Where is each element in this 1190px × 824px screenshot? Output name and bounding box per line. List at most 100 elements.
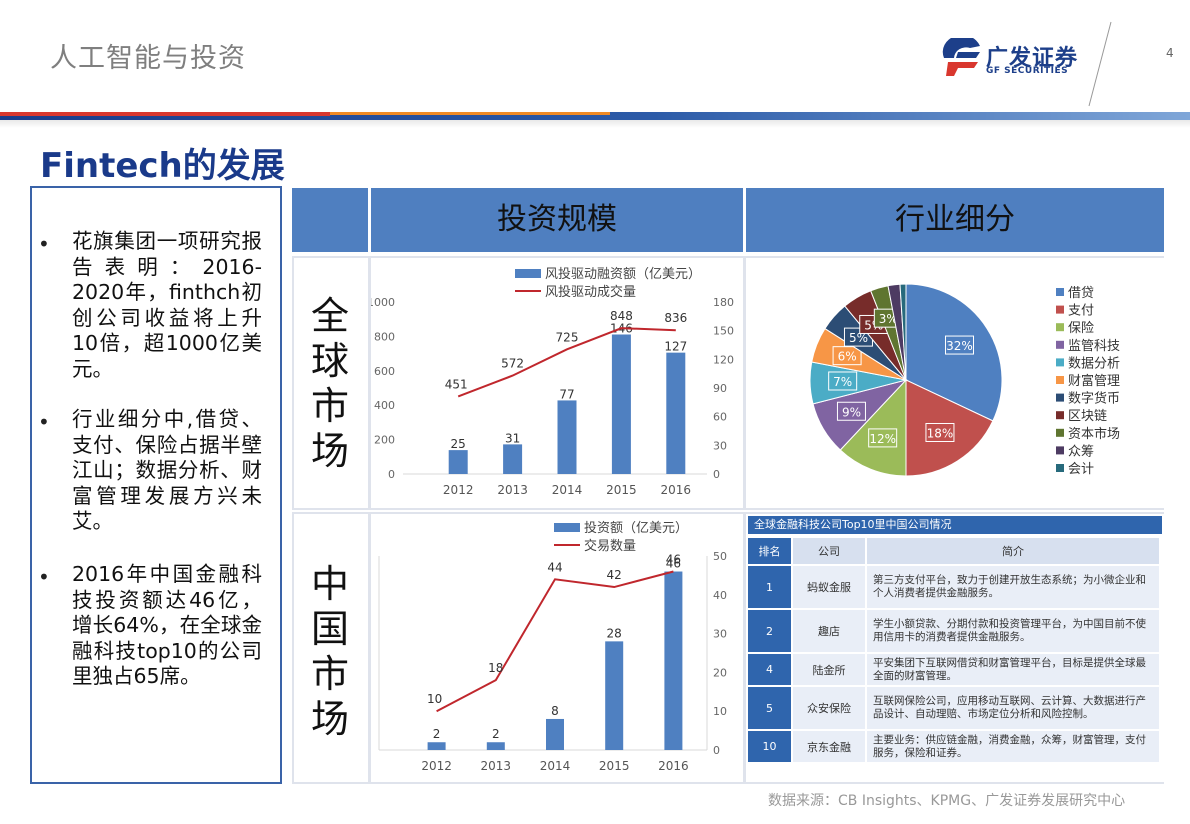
x-tick-label: 2013: [497, 483, 528, 497]
top10-table-wrap: 排名 公司 简介 1 蚂蚁金服 第三方支付平台，致力于创建开放生态系统；为小微企业和…: [746, 536, 1161, 764]
y-left-tick-label: 400: [374, 399, 395, 412]
y-right-tick-label: 40: [713, 589, 727, 602]
legend-label: 数据分析: [1068, 356, 1120, 371]
row-label-global-text: 全球市场: [310, 294, 349, 473]
legend-swatch: [1056, 305, 1064, 314]
y-right-tick-label: 50: [713, 550, 727, 563]
y-right-tick-label: 150: [713, 325, 734, 338]
corner-cell: [292, 188, 368, 252]
bar-value-label: 25: [451, 437, 466, 451]
legend-label: 投资额（亿美元）: [584, 520, 688, 536]
desc-cell: 平安集团下互联网借贷和财富管理平台，目标是提供全球最全面的财富管理。: [867, 654, 1159, 685]
legend-swatch: [1056, 340, 1064, 349]
legend-bar-swatch: [554, 523, 580, 532]
bar: [611, 334, 631, 474]
pie-slice-label: 18%: [927, 426, 954, 440]
bar-value-label: 8: [551, 704, 559, 718]
pie-slice-label: 9%: [842, 405, 861, 419]
x-tick-label: 2016: [661, 483, 692, 497]
bar: [546, 718, 564, 750]
desc-cell: 主要业务：供应链金融，消费金融，众筹，财富管理，支付服务，保险和证券。: [867, 731, 1159, 762]
line-value-label: 10: [427, 692, 442, 706]
china-row-label-box: [294, 514, 368, 782]
top10-title: 全球金融科技公司Top10里中国公司情况: [748, 516, 1162, 534]
line-value-label: 44: [547, 560, 562, 574]
row-label-china: 中国市场: [300, 562, 360, 742]
pie-slice-label: 5%: [849, 331, 868, 345]
line-value-label: 836: [664, 311, 687, 325]
y-right-tick-label: 30: [713, 439, 727, 452]
bar: [664, 571, 683, 750]
rank-cell: 5: [748, 687, 791, 729]
legend-label: 会计: [1068, 462, 1094, 477]
pie-slice: [839, 378, 907, 477]
pie-slice-label: 12%: [869, 432, 896, 446]
page-number: 4: [1166, 46, 1174, 60]
x-tick-label: 2012: [421, 759, 452, 773]
company-cell: 京东金融: [793, 731, 865, 762]
rank-cell: 10: [748, 731, 791, 762]
company-cell: 蚂蚁金服: [793, 566, 865, 608]
legend-swatch: [1056, 428, 1064, 437]
table-row: 4 陆金所 平安集团下互联网借贷和财富管理平台，目标是提供全球最全面的财富管理。: [748, 654, 1159, 685]
bar: [427, 742, 446, 750]
bullet-marker: •: [38, 232, 50, 256]
y-right-tick-label: 120: [713, 353, 734, 366]
legend-label: 区块链: [1068, 409, 1107, 424]
pie-label-box: [832, 346, 862, 366]
bullet-text-3: 2016年中国金融科技投资额达46亿，增长64%，在全球金融科技top10的公司…: [72, 562, 262, 688]
pie-slice-label: 6%: [838, 350, 857, 364]
legend-label: 众筹: [1068, 443, 1094, 459]
pie-label-box: [944, 335, 974, 355]
table-row: 2 趣店 学生小额贷款、分期付款和投资管理平台，为中国目前不使用信用卡的消费者提供金…: [748, 610, 1159, 652]
x-tick-label: 2015: [606, 483, 637, 497]
header-band: [0, 112, 1190, 120]
x-tick-label: 2014: [552, 483, 583, 497]
y-right-tick-label: 60: [713, 411, 727, 424]
legend-label: 风投驱动融资额（亿美元）: [545, 266, 701, 282]
desc-cell: 第三方支付平台，致力于创建开放生态系统；为小微企业和个人消费者提供金融服务。: [867, 566, 1159, 608]
rank-cell: 4: [748, 654, 791, 685]
row-label-china-text: 中国市场: [310, 562, 349, 741]
table-header-cell: 排名: [748, 538, 791, 564]
industry-pie-box: 32% 18% 12% 9% 7% 6% 5% 5% 3% 借贷 支付 保险 监管科技 数据分析 财富管理数…: [746, 258, 1164, 508]
rank-cell: 1: [748, 566, 791, 608]
legend-label: 借贷: [1068, 286, 1094, 301]
table-header-cell: 公司: [793, 538, 865, 564]
y-left-tick-label: 0: [388, 468, 395, 481]
x-tick-label: 2015: [599, 759, 630, 773]
row-label-global: 全球市场: [300, 294, 360, 474]
legend-swatch: [1056, 323, 1064, 332]
y-right-tick-label: 90: [713, 382, 727, 395]
header-band-orange: [330, 112, 610, 115]
table-header-cell: 简介: [867, 538, 1159, 564]
legend-label: 财富管理: [1068, 373, 1120, 389]
header-band-red: [0, 112, 330, 116]
legend-swatch: [1056, 464, 1064, 472]
bullet-text-2: 行业细分中,借贷、支付、保险占据半壁江山；数据分析、财富管理发展方兴未艾。: [72, 407, 262, 533]
table-row: 10 京东金融 主要业务：供应链金融，消费金融，众筹，财富管理，支付服务，保险和证券…: [748, 731, 1159, 762]
y-left-tick-label: 800: [374, 330, 395, 343]
desc-cell: 学生小额贷款、分期付款和投资管理平台，为中国目前不使用信用卡的消费者提供金融服务…: [867, 610, 1159, 652]
y-right-tick-label: 30: [713, 628, 727, 641]
x-tick-label: 2016: [658, 759, 689, 773]
legend-label: 保险: [1068, 321, 1094, 336]
bar: [486, 742, 505, 750]
x-tick-label: 2014: [540, 759, 571, 773]
bar: [448, 450, 468, 474]
pie-slice: [899, 283, 907, 381]
company-cell: 陆金所: [793, 654, 865, 685]
bar-value-label: 127: [664, 340, 687, 354]
logo-slash-divider: [1088, 21, 1112, 107]
desc-cell: 互联网保险公司，应用移动互联网、云计算、大数据进行产品设计、自动理赔、市场定位分…: [867, 687, 1159, 729]
china-invest-chart-box: 0102030405001020304050220122201382014282…: [357, 514, 743, 782]
logo-text: 广发证券: [986, 46, 1079, 71]
pie-slice-label: 32%: [946, 339, 973, 353]
line-value-label: 725: [556, 330, 579, 344]
x-tick-label: 2012: [443, 483, 474, 497]
top10-table: 排名 公司 简介 1 蚂蚁金服 第三方支付平台，致力于创建开放生态系统；为小微企业和…: [746, 536, 1161, 764]
y-right-tick-label: 10: [713, 705, 727, 718]
company-cell: 众安保险: [793, 687, 865, 729]
logo-subtext: GF SECURITIES: [986, 66, 1069, 76]
china-invest-chart: 0102030405001020304050220122201382014282…: [357, 520, 727, 773]
